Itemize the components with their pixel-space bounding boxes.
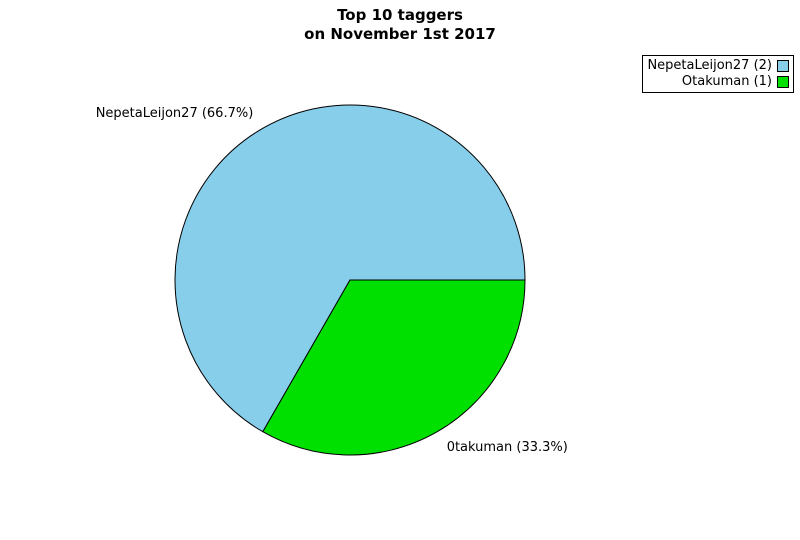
- legend-item-otakuman: Otakuman (1): [647, 74, 789, 90]
- legend-label: Otakuman (1): [681, 74, 772, 89]
- slice-label-otakuman: 0takuman (33.3%): [447, 440, 568, 455]
- legend-swatch: [777, 76, 789, 88]
- chart-title-line2: on November 1st 2017: [304, 25, 496, 43]
- legend: NepetaLeijon27 (2) Otakuman (1): [642, 55, 794, 93]
- chart-title-line1: Top 10 taggers: [337, 6, 463, 24]
- pie-slice-nepetaleijon27: [174, 104, 526, 433]
- legend-item-nepetaleijon27: NepetaLeijon27 (2): [647, 58, 789, 74]
- slice-label-nepetaleijon27: NepetaLeijon27 (66.7%): [96, 106, 254, 121]
- chart-title: Top 10 taggers on November 1st 2017: [0, 6, 800, 44]
- legend-label: NepetaLeijon27 (2): [647, 58, 772, 73]
- pie-slice-otakuman: [262, 279, 526, 456]
- legend-swatch: [777, 60, 789, 72]
